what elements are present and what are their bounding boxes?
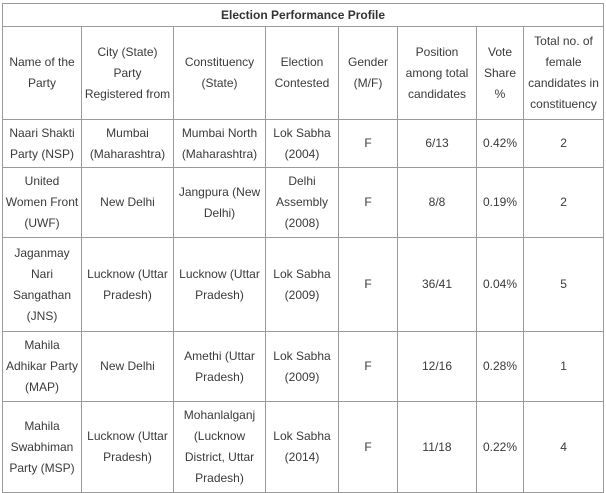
table-title: Election Performance Profile [1, 3, 605, 27]
city-cell: Lucknow (Uttar Pradesh) [81, 401, 174, 493]
position-cell: 36/41 [397, 237, 477, 332]
position-cell: 12/16 [397, 331, 477, 402]
female-candidates-cell: 2 [522, 167, 605, 238]
column-header-female-candidates: Total no. of female candidates in consti… [522, 26, 605, 120]
election-performance-table: Election Performance Profile Name of the… [1, 3, 605, 493]
position-cell: 8/8 [397, 167, 477, 238]
female-candidates-cell: 1 [522, 331, 605, 402]
gender-cell: F [338, 237, 398, 332]
election-cell: Delhi Assembly (2008) [265, 167, 339, 238]
party-name-cell: United Women Front (UWF) [2, 167, 82, 238]
city-cell: New Delhi [81, 167, 174, 238]
election-cell: Lok Sabha (2009) [265, 237, 339, 332]
party-name-cell: Mahila Adhikar Party (MAP) [2, 331, 82, 402]
vote-share-cell: 0.22% [476, 401, 524, 493]
election-cell: Lok Sabha (2004) [265, 119, 339, 168]
table-row: Mahila Swabhiman Party (MSP) Lucknow (Ut… [2, 401, 605, 493]
column-header-gender: Gender (M/F) [338, 26, 398, 120]
constituency-cell: Amethi (Uttar Pradesh) [173, 331, 266, 402]
gender-cell: F [338, 167, 398, 238]
constituency-cell: Mumbai North (Maharashtra) [173, 119, 266, 168]
column-header-vote-share: Vote Share % [476, 26, 524, 120]
election-cell: Lok Sabha (2009) [265, 331, 339, 402]
gender-cell: F [338, 401, 398, 493]
gender-cell: F [338, 119, 398, 168]
female-candidates-cell: 2 [522, 119, 605, 168]
constituency-cell: Mohanlalganj (Lucknow District, Uttar Pr… [173, 401, 266, 493]
column-header-party-name: Name of the Party [2, 26, 82, 120]
vote-share-cell: 0.28% [476, 331, 524, 402]
constituency-cell: Jangpura (New Delhi) [173, 167, 266, 238]
party-name-cell: Jaganmay Nari Sangathan (JNS) [2, 237, 82, 332]
party-name-cell: Mahila Swabhiman Party (MSP) [2, 401, 82, 493]
column-header-position: Position among total candidates [397, 26, 477, 120]
election-cell: Lok Sabha (2014) [265, 401, 339, 493]
vote-share-cell: 0.42% [476, 119, 524, 168]
gender-cell: F [338, 331, 398, 402]
city-cell: Mumbai (Maharashtra) [81, 119, 174, 168]
column-header-city: City (State) Party Registered from [81, 26, 174, 120]
column-header-election: Election Contested [265, 26, 339, 120]
party-name-cell: Naari Shakti Party (NSP) [2, 119, 82, 168]
table-row: Naari Shakti Party (NSP) Mumbai (Maharas… [2, 119, 605, 168]
table-row: Jaganmay Nari Sangathan (JNS) Lucknow (U… [2, 237, 605, 332]
vote-share-cell: 0.19% [476, 167, 524, 238]
city-cell: Lucknow (Uttar Pradesh) [81, 237, 174, 332]
female-candidates-cell: 4 [522, 401, 605, 493]
column-header-constituency: Constituency (State) [173, 26, 266, 120]
city-cell: New Delhi [81, 331, 174, 402]
position-cell: 6/13 [397, 119, 477, 168]
position-cell: 11/18 [397, 401, 477, 493]
constituency-cell: Lucknow (Uttar Pradesh) [173, 237, 266, 332]
header-row: Name of the Party City (State) Party Reg… [2, 26, 605, 120]
table-row: Mahila Adhikar Party (MAP) New Delhi Ame… [2, 331, 605, 402]
female-candidates-cell: 5 [522, 237, 605, 332]
vote-share-cell: 0.04% [476, 237, 524, 332]
table-row: United Women Front (UWF) New Delhi Jangp… [2, 167, 605, 238]
